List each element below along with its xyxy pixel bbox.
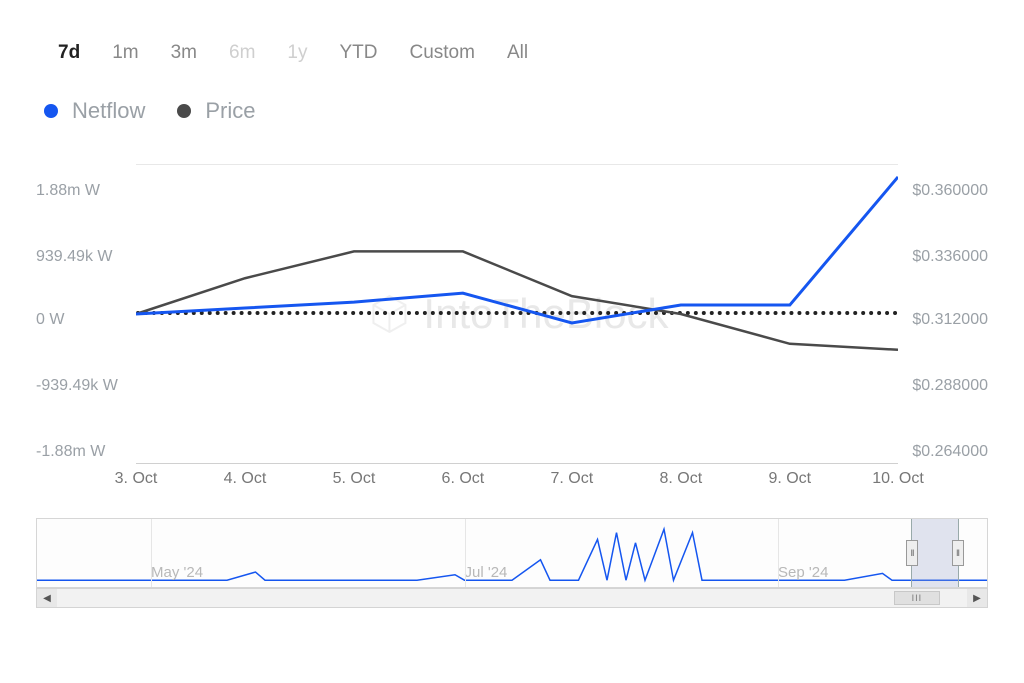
legend-item-netflow[interactable]: Netflow [44, 98, 145, 124]
navigator-gridline [151, 519, 152, 587]
y-right-tick: $0.312000 [912, 311, 988, 329]
main-chart: 1.88m W 939.49k W 0 W -939.49k W -1.88m W $0… [36, 164, 988, 464]
time-tab-all[interactable]: All [493, 36, 542, 70]
x-tick: 3. Oct [115, 470, 158, 488]
navigator-gridline [778, 519, 779, 587]
time-tab-7d[interactable]: 7d [44, 36, 94, 70]
y-left-tick: -1.88m W [36, 443, 105, 461]
navigator-handle-left[interactable]: II [906, 540, 918, 566]
price-line [136, 251, 898, 349]
navigator-handle-right[interactable]: II [952, 540, 964, 566]
navigator-selection[interactable]: II II [911, 519, 959, 587]
navigator-x-tick: Sep '24 [778, 564, 828, 581]
x-tick: 10. Oct [872, 470, 924, 488]
time-tab-1y: 1y [273, 36, 321, 70]
horizontal-scrollbar[interactable]: ◀ III ▶ [36, 588, 988, 608]
y-left-tick: 1.88m W [36, 182, 100, 200]
chart-legend: Netflow Price [44, 98, 1004, 124]
y-left-tick: 0 W [36, 311, 64, 329]
navigator-x-tick: Jul '24 [465, 564, 508, 581]
navigator-x-tick: May '24 [151, 564, 203, 581]
y-left-tick: -939.49k W [36, 377, 118, 395]
time-tab-3m[interactable]: 3m [157, 36, 211, 70]
legend-dot-icon [44, 104, 58, 118]
x-tick: 7. Oct [551, 470, 594, 488]
y-left-tick: 939.49k W [36, 248, 112, 266]
range-navigator[interactable]: May '24 Jul '24 Sep '24 II II [36, 518, 988, 588]
scroll-left-button[interactable]: ◀ [37, 589, 57, 607]
navigator-gridline [465, 519, 466, 587]
legend-dot-icon [177, 104, 191, 118]
scroll-right-button[interactable]: ▶ [967, 589, 987, 607]
time-tab-6m: 6m [215, 36, 269, 70]
time-tab-ytd[interactable]: YTD [325, 36, 391, 70]
y-right-tick: $0.336000 [912, 248, 988, 266]
y-right-tick: $0.288000 [912, 377, 988, 395]
time-range-tabs: 7d1m3m6m1yYTDCustomAll [44, 36, 1004, 70]
time-tab-1m[interactable]: 1m [98, 36, 152, 70]
scroll-thumb[interactable]: III [894, 591, 940, 605]
legend-item-price[interactable]: Price [177, 98, 255, 124]
netflow-line [136, 177, 898, 323]
plot-area: IntoTheBlock [136, 164, 898, 464]
y-right-tick: $0.360000 [912, 182, 988, 200]
legend-label: Price [205, 98, 255, 124]
x-tick: 8. Oct [659, 470, 702, 488]
x-tick: 5. Oct [333, 470, 376, 488]
x-tick: 6. Oct [442, 470, 485, 488]
x-tick: 9. Oct [768, 470, 811, 488]
legend-label: Netflow [72, 98, 145, 124]
y-right-tick: $0.264000 [912, 443, 988, 461]
x-tick: 4. Oct [224, 470, 267, 488]
scroll-track[interactable]: III [57, 589, 967, 607]
time-tab-custom[interactable]: Custom [395, 36, 488, 70]
